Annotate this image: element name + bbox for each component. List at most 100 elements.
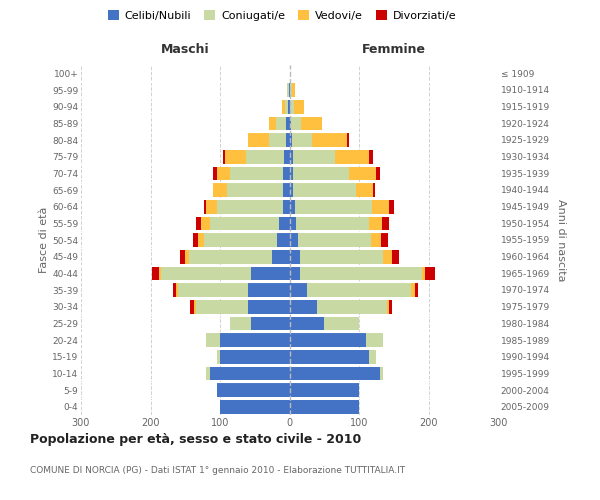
Bar: [248, 300, 290, 314]
Y-axis label: Anni di nascita: Anni di nascita: [556, 198, 566, 281]
Bar: [370, 150, 373, 164]
Bar: [383, 250, 392, 264]
Bar: [290, 300, 317, 314]
Bar: [230, 316, 251, 330]
Bar: [286, 133, 290, 147]
Bar: [275, 116, 286, 130]
Bar: [300, 266, 422, 280]
Bar: [161, 266, 251, 280]
Bar: [189, 250, 272, 264]
Bar: [290, 383, 359, 397]
Bar: [206, 200, 217, 213]
Bar: [292, 83, 295, 97]
Text: COMUNE DI NORCIA (PG) - Dati ISTAT 1° gennaio 2010 - Elaborazione TUTTITALIA.IT: COMUNE DI NORCIA (PG) - Dati ISTAT 1° ge…: [30, 466, 405, 475]
Bar: [201, 216, 209, 230]
Bar: [193, 233, 199, 247]
Bar: [370, 350, 376, 364]
Bar: [376, 166, 380, 180]
Bar: [290, 266, 300, 280]
Bar: [293, 150, 335, 164]
Bar: [290, 100, 293, 114]
Bar: [286, 116, 290, 130]
Bar: [324, 316, 359, 330]
Y-axis label: Fasce di età: Fasce di età: [39, 207, 49, 273]
Bar: [251, 266, 290, 280]
Bar: [415, 283, 418, 297]
Bar: [152, 266, 159, 280]
Bar: [213, 183, 227, 197]
Bar: [335, 150, 370, 164]
Bar: [370, 216, 382, 230]
Bar: [293, 183, 356, 197]
Bar: [387, 300, 389, 314]
Bar: [230, 166, 283, 180]
Bar: [185, 250, 189, 264]
Bar: [287, 83, 289, 97]
Bar: [422, 266, 425, 280]
Bar: [217, 200, 283, 213]
Bar: [288, 100, 290, 114]
Bar: [269, 133, 286, 147]
Bar: [290, 366, 380, 380]
Bar: [290, 166, 293, 180]
Bar: [293, 166, 349, 180]
Bar: [176, 283, 178, 297]
Bar: [225, 150, 246, 164]
Bar: [290, 350, 370, 364]
Bar: [381, 233, 388, 247]
Bar: [290, 333, 366, 347]
Bar: [248, 133, 269, 147]
Bar: [290, 283, 307, 297]
Bar: [173, 283, 176, 297]
Bar: [251, 316, 290, 330]
Bar: [248, 283, 290, 297]
Bar: [272, 250, 290, 264]
Bar: [223, 150, 225, 164]
Bar: [269, 116, 275, 130]
Legend: Celibi/Nubili, Coniugati/e, Vedovi/e, Divorziati/e: Celibi/Nubili, Coniugati/e, Vedovi/e, Di…: [103, 6, 461, 25]
Bar: [194, 300, 196, 314]
Bar: [290, 233, 298, 247]
Bar: [347, 133, 349, 147]
Bar: [282, 100, 286, 114]
Bar: [293, 100, 304, 114]
Bar: [204, 200, 206, 213]
Bar: [290, 200, 295, 213]
Bar: [366, 333, 383, 347]
Bar: [283, 166, 290, 180]
Bar: [389, 200, 394, 213]
Bar: [411, 283, 415, 297]
Bar: [291, 116, 301, 130]
Bar: [199, 233, 204, 247]
Bar: [289, 83, 290, 97]
Bar: [190, 300, 194, 314]
Text: Femmine: Femmine: [362, 44, 426, 56]
Bar: [179, 250, 185, 264]
Bar: [159, 266, 161, 280]
Bar: [217, 383, 290, 397]
Bar: [206, 333, 220, 347]
Bar: [277, 233, 290, 247]
Bar: [290, 183, 293, 197]
Bar: [290, 133, 292, 147]
Bar: [296, 216, 370, 230]
Bar: [392, 250, 398, 264]
Text: Popolazione per età, sesso e stato civile - 2010: Popolazione per età, sesso e stato civil…: [30, 432, 361, 446]
Bar: [389, 300, 392, 314]
Bar: [290, 216, 296, 230]
Bar: [279, 216, 290, 230]
Bar: [317, 300, 387, 314]
Bar: [227, 183, 283, 197]
Bar: [204, 233, 277, 247]
Bar: [356, 183, 373, 197]
Bar: [196, 216, 201, 230]
Bar: [209, 216, 279, 230]
Bar: [292, 133, 313, 147]
Bar: [425, 266, 436, 280]
Bar: [307, 283, 411, 297]
Bar: [295, 200, 371, 213]
Bar: [382, 216, 389, 230]
Bar: [178, 283, 248, 297]
Bar: [349, 166, 376, 180]
Bar: [301, 116, 322, 130]
